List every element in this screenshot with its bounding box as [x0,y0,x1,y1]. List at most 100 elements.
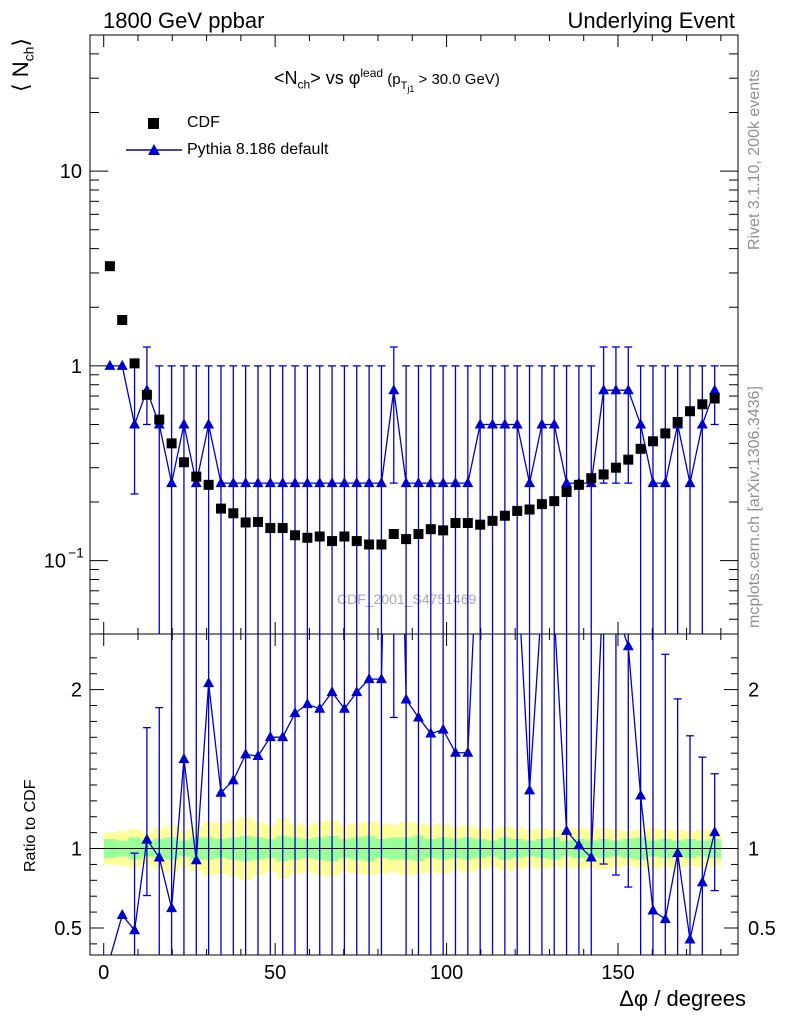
pythia-ratio-point [363,673,375,684]
cdf-point [302,532,313,543]
x-tick-label: 50 [264,962,286,984]
cdf-point [499,510,510,521]
title-part-d: φ [348,68,361,88]
pythia-ratio-point [301,698,313,709]
pythia-point [437,477,449,488]
pythia-point [203,418,215,429]
pythia-ratio-point [659,913,671,924]
pythia-point [351,477,363,488]
ratio-tick-label-left: 2 [71,680,82,702]
ratio-tick-label-right: 2 [748,680,759,702]
cdf-point [240,517,251,528]
legend: CDF Pythia 8.186 default [120,112,380,166]
cdf-point [117,315,128,326]
ratio-tick-label-right: 1 [748,839,759,861]
cdf-point [215,503,226,514]
pythia-point [363,477,375,488]
pythia-ratio-point [709,826,721,837]
cdf-point [438,525,449,536]
pythia-ratio-point [672,847,684,858]
cdf-point [549,496,560,507]
legend-pythia-label: Pythia 8.186 default [187,141,329,158]
pythia-ratio-point [573,839,585,850]
cdf-point [364,539,375,550]
pythia-point [511,418,523,429]
title-part-c: > vs [310,68,349,88]
pythia-point [400,477,412,488]
cdf-point [475,519,486,530]
pythia-point [190,477,202,488]
pythia-point [684,477,696,488]
pythia-point [277,477,289,488]
ratio-tick-label-left: 1 [71,839,82,861]
y-tick-label: 1 [71,356,82,378]
pythia-ratio-point [375,673,387,684]
pythia-ratio-point [215,786,227,797]
pythia-point [598,384,610,395]
pythia-ratio-point [462,746,474,757]
pythia-point [104,359,116,370]
pythia-ratio-point [449,746,461,757]
pythia-ratio-point [351,686,363,697]
cdf-point [660,428,671,439]
cdf-point [388,529,399,540]
pythia-ratio-point [129,924,141,935]
cdf-point [685,406,695,417]
pythia-point [252,477,264,488]
cdf-point [586,473,597,484]
pythia-point [462,477,474,488]
cdf-point [228,508,239,519]
cdf-point [425,524,436,535]
x-axis-label: Δφ / degrees [619,986,746,1011]
cdf-point [487,515,498,526]
axis-ticks [90,34,738,955]
cdf-point [401,534,412,545]
pythia-point [709,384,721,395]
pythia-point [338,477,350,488]
pythia-ratio-point [166,902,178,913]
cdf-point [203,479,214,490]
ratio-clipped-group [110,634,721,955]
pythia-ratio-point [252,749,264,760]
cdf-point [166,438,177,449]
cdf-point [154,414,165,425]
cdf-point [265,523,276,534]
cdf-point [635,443,646,454]
header-left: 1800 GeV ppbar [103,8,265,33]
pythia-ratio-point [240,748,252,759]
pythia-ratio-point [227,774,239,785]
ratio-tick-label-right: 0.5 [748,918,776,940]
cdf-point [573,479,584,490]
pythia-point [326,477,338,488]
title-part-b: ch [297,77,311,92]
pythia-point [635,418,647,429]
pythia-ratio-point [425,727,437,738]
y-tick-label: 10 [44,551,66,573]
title-part-e: lead [360,66,384,80]
pythia-main-series [104,346,721,634]
pythia-ratio-point [190,854,202,865]
pythia-point [375,477,387,488]
cdf-point [253,516,263,527]
pythia-point [610,384,622,395]
ratio-tick-label-left: 0.5 [54,918,82,940]
pythia-ratio-point [326,686,338,697]
pythia-point [499,418,511,429]
pythia-point [622,384,634,395]
cdf-point [610,462,621,473]
pythia-ratio-point [289,707,301,718]
pythia-point [129,418,141,429]
cdf-point [697,399,708,410]
cdf-point [709,393,720,404]
cdf-point [277,523,288,534]
legend-cdf-label: CDF [187,114,220,131]
pythia-ratio-line [110,634,716,955]
cdf-point [512,505,523,516]
cdf-point [141,389,152,400]
x-tick-label: 0 [98,962,109,984]
pythia-ratio-point [635,789,647,800]
pythia-ratio-point [338,702,350,713]
pythia-ratio-point [141,833,153,844]
